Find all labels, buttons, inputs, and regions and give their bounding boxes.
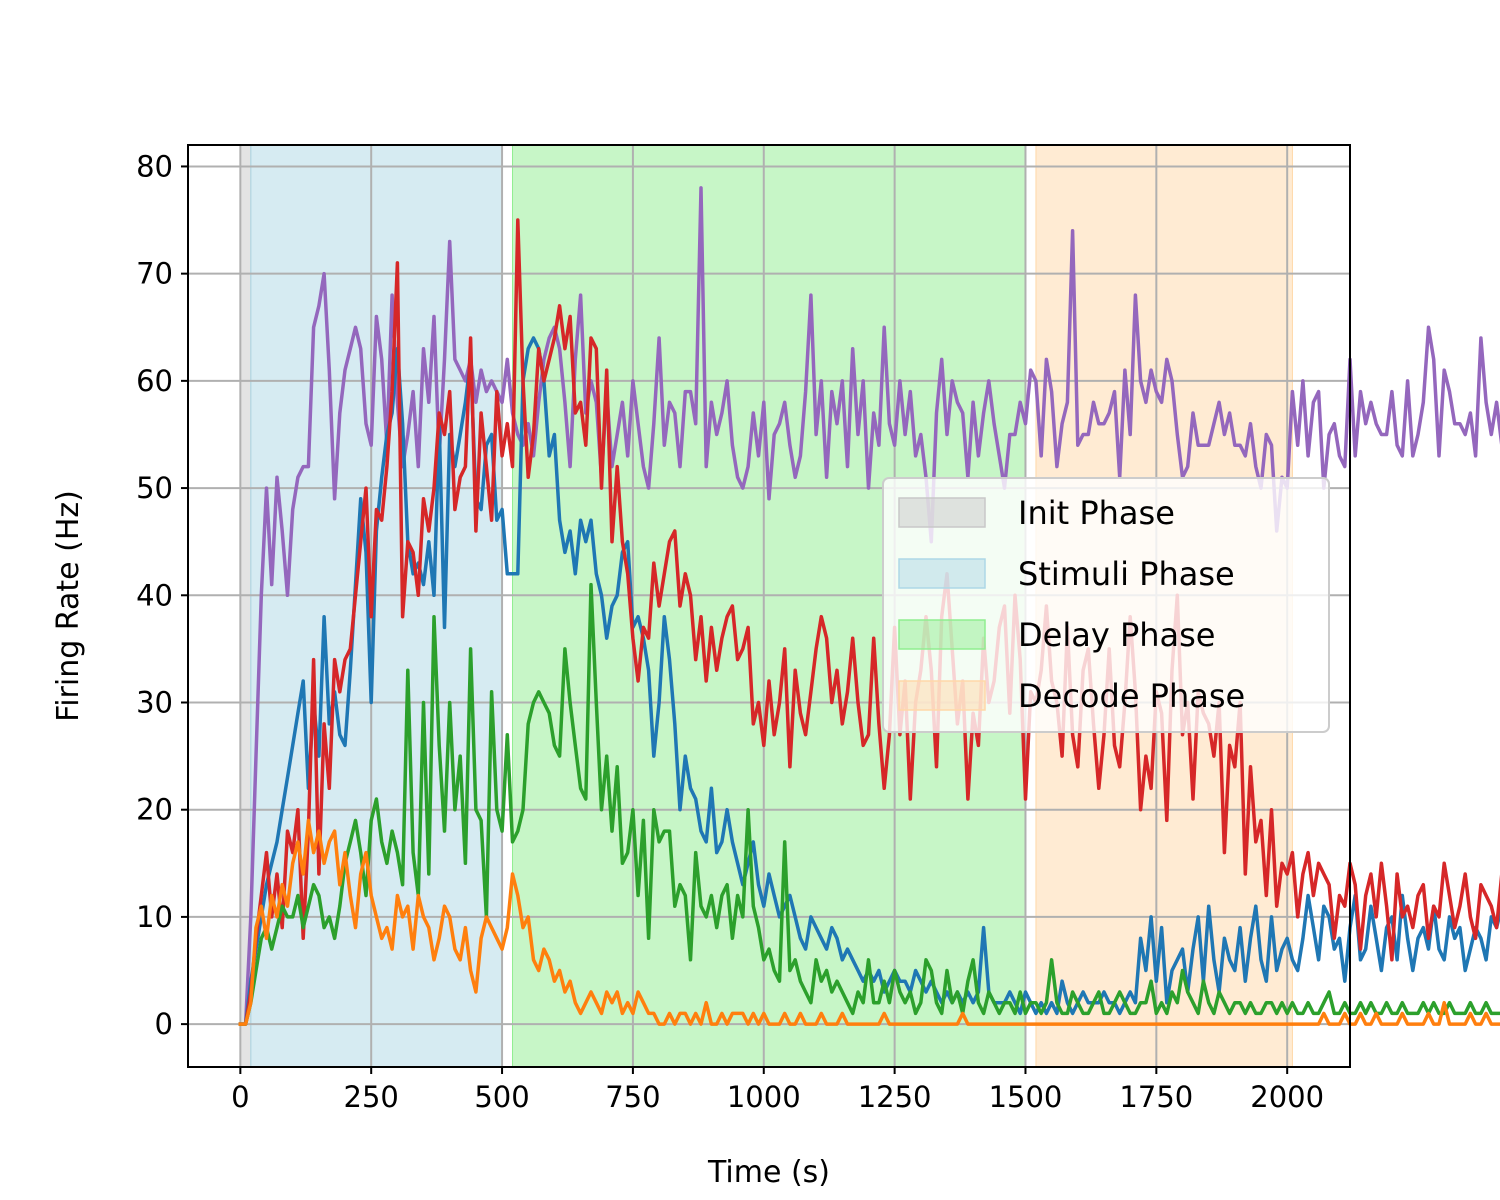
x-tick-label: 1000 [727,1080,801,1114]
series-line-4 [238,818,1500,1026]
y-axis-title: Firing Rate (Hz) [51,490,86,722]
x-tick-label: 1250 [858,1080,932,1114]
legend-swatch-1 [898,558,986,589]
legend-label-1: Stimuli Phase [1018,555,1235,593]
x-axis-title: Time (s) [707,1155,830,1190]
x-tick-label: 1750 [1119,1080,1193,1114]
legend-swatch-3 [898,680,986,711]
legend-label-2: Delay Phase [1018,616,1215,654]
series-line-2 [238,218,1500,1026]
y-tick-label: 20 [136,793,173,827]
x-tick-label: 1500 [989,1080,1063,1114]
y-tick-label: 0 [155,1007,173,1041]
plot-frame [187,144,1351,1068]
y-tick-label: 30 [136,685,173,719]
series-line-1 [238,336,1500,1026]
axis-ticks: 0 250 500 750 1000 1250 1500 1750 2000 0 10 20 30 40 5… [136,149,1324,1114]
x-tick-label: 500 [474,1080,529,1114]
series-lines [238,186,1500,1026]
y-tick-label: 60 [136,364,173,398]
legend-label-3: Decode Phase [1018,677,1245,715]
y-tick-label: 80 [136,149,173,183]
legend-swatch-2 [898,619,986,650]
legend-swatch-0 [898,497,986,528]
y-tick-label: 40 [136,578,173,612]
y-tick-label: 50 [136,471,173,505]
legend-label-0: Init Phase [1018,494,1175,532]
x-tick-label: 750 [605,1080,660,1114]
legend: Init Phase Stimuli Phase Delay Phase Decode… [882,477,1330,733]
x-tick-label: 2000 [1250,1080,1324,1114]
y-tick-label: 10 [136,900,173,934]
y-tick-label: 70 [136,257,173,291]
x-tick-label: 0 [231,1080,249,1114]
x-tick-label: 250 [344,1080,399,1114]
legend-box [882,477,1330,733]
series-line-3 [238,582,1500,1026]
